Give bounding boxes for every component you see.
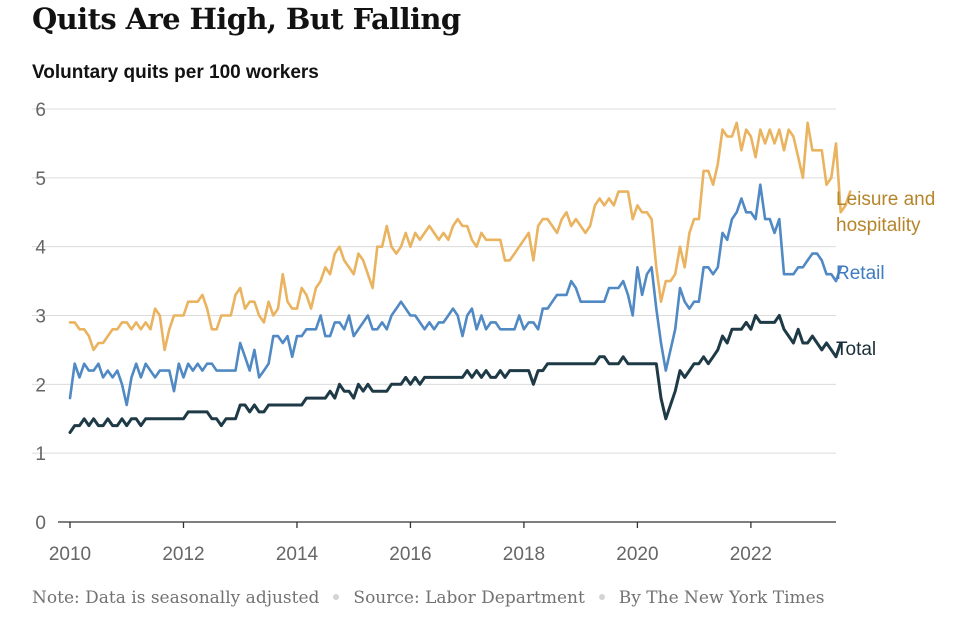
x-tick-label: 2016 — [389, 544, 431, 565]
footer-note: Note: Data is seasonally adjusted — [32, 588, 320, 608]
chart-subtitle: Voluntary quits per 100 workers — [32, 62, 319, 83]
series-lines — [68, 121, 852, 434]
footer-source: Source: Labor Department — [353, 588, 585, 608]
x-tick-label: 2014 — [276, 544, 319, 565]
y-tick-label: 3 — [35, 307, 46, 328]
series-label-total: Total — [836, 339, 876, 360]
y-tick-label: 4 — [35, 238, 46, 259]
footer-byline: By The New York Times — [618, 588, 825, 608]
x-tick-label: 2020 — [616, 544, 658, 565]
gridlines — [32, 108, 836, 454]
x-tick-label: 2012 — [162, 544, 204, 565]
y-tick-label: 2 — [35, 375, 46, 396]
x-axis: 2010 2012 2014 2016 2018 2020 2022 — [49, 521, 836, 565]
series-labels: Leisure and hospitality Retail Total — [836, 189, 935, 360]
series-label-retail: Retail — [836, 263, 885, 284]
separator-dot — [333, 593, 340, 600]
chart-title: Quits Are High, But Falling — [32, 2, 461, 36]
x-tick-label: 2018 — [503, 544, 545, 565]
series-line-total — [68, 314, 843, 434]
series-label-leisure-and-hospitality: hospitality — [836, 215, 921, 236]
chart-footer: Note: Data is seasonally adjusted Source:… — [32, 588, 824, 608]
series-line-leisure-and-hospitality — [68, 121, 852, 352]
y-axis-ticks: 0 1 2 3 4 5 6 — [35, 100, 46, 534]
x-tick-label: 2022 — [730, 544, 772, 565]
y-tick-label: 0 — [35, 513, 46, 534]
y-tick-label: 1 — [35, 444, 46, 465]
y-tick-label: 6 — [35, 100, 46, 121]
series-line-retail — [68, 183, 843, 407]
x-tick-label: 2010 — [49, 544, 91, 565]
separator-dot — [598, 593, 605, 600]
y-tick-label: 5 — [35, 169, 46, 190]
series-label-leisure-and-hospitality: Leisure and — [836, 189, 935, 210]
